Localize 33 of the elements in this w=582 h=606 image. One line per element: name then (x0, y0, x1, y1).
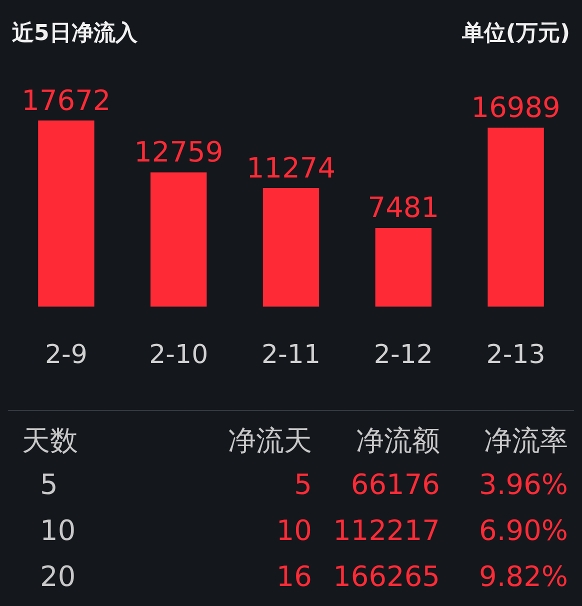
data-label: 11274 (246, 151, 336, 184)
data-label: 7481 (368, 191, 440, 224)
bar (488, 128, 544, 307)
text: 天数 (22, 423, 78, 459)
bar (150, 172, 207, 307)
text: 20 (40, 560, 76, 593)
text: 净流额 (356, 423, 440, 459)
x-tick-label: 2-13 (486, 340, 546, 370)
chart-title: 近5日净流入 (12, 20, 138, 48)
text: 10 (276, 514, 312, 547)
x-tick-label: 2-11 (261, 340, 321, 370)
text: 10 (40, 514, 76, 547)
text: 3.96% (479, 468, 568, 501)
text: 净流天 (228, 423, 312, 459)
text: 112217 (333, 514, 440, 547)
text: 166265 (333, 560, 440, 593)
bar (375, 228, 432, 307)
chart-subtitle: 单位(万元) (462, 20, 570, 48)
text: 9.82% (479, 560, 568, 593)
text: 6.90% (479, 514, 568, 547)
text: 净流率 (484, 423, 568, 459)
data-label: 12759 (134, 136, 224, 169)
text: 66176 (350, 468, 440, 501)
data-label: 17672 (22, 84, 111, 117)
text: 16 (276, 560, 312, 593)
data-label: 16989 (471, 91, 560, 124)
bar (262, 188, 320, 307)
x-tick-label: 2-10 (149, 340, 208, 370)
text: 5 (40, 468, 58, 501)
x-tick-label: 2-12 (374, 340, 433, 370)
bar (38, 120, 94, 307)
x-tick-label: 2-9 (44, 340, 88, 370)
text: 5 (294, 468, 312, 501)
